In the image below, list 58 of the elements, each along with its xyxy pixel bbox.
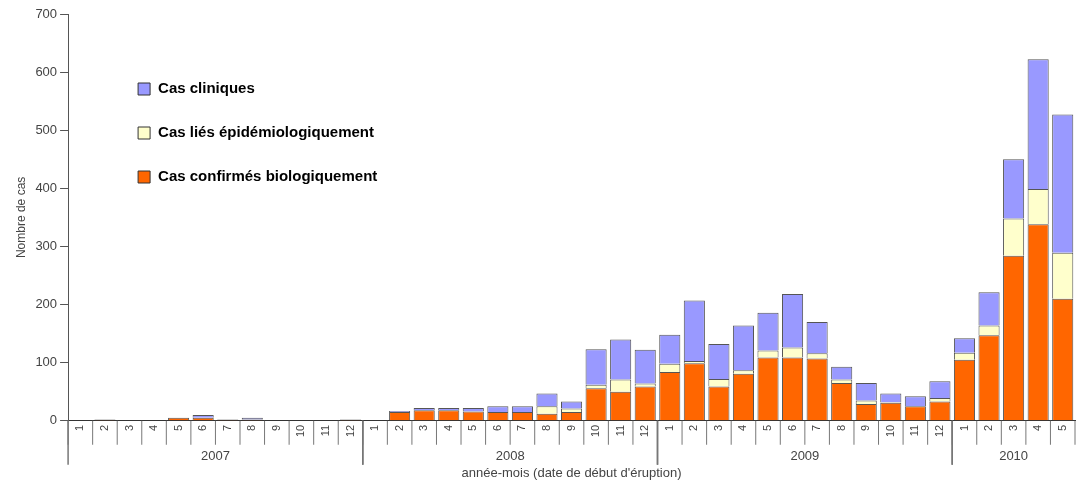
x-tick-label: 11 <box>613 424 626 437</box>
y-tick-label: 500 <box>35 121 58 137</box>
x-tick-label: 8 <box>245 424 258 431</box>
y-axis-title: Nombre de cas <box>13 176 28 259</box>
x-tick-label: 2 <box>687 424 700 431</box>
x-tick-label: 3 <box>122 424 135 431</box>
x-tick-label: 3 <box>417 424 430 431</box>
x-tick-label: 5 <box>1055 424 1068 431</box>
x-tick-label: 7 <box>220 424 233 431</box>
x-tick-label: 2 <box>392 424 405 431</box>
x-tick-label: 10 <box>589 424 602 438</box>
x-tick-label: 4 <box>736 424 749 431</box>
x-tick-label: 6 <box>490 424 503 431</box>
x-tick-label: 10 <box>883 424 896 438</box>
x-axis-title: année-mois (date de début d'éruption) <box>461 464 682 480</box>
x-tick-label: 1 <box>368 424 381 431</box>
x-tick-label: 3 <box>1006 424 1019 431</box>
x-tick-label: 12 <box>343 424 356 438</box>
x-tick-label: 9 <box>269 424 282 431</box>
x-tick-label: 6 <box>785 424 798 431</box>
x-tick-label: 4 <box>1031 424 1044 431</box>
legend-label: Cas liés épidémiologiquement <box>158 123 374 141</box>
x-tick-label: 4 <box>147 424 160 431</box>
x-tick-label: 5 <box>761 424 774 431</box>
x-tick-label: 11 <box>908 424 921 437</box>
x-tick-label: 7 <box>810 424 823 431</box>
x-tick-label: 3 <box>711 424 724 431</box>
y-tick-label: 0 <box>49 412 58 428</box>
x-tick-label: 1 <box>73 424 86 431</box>
x-tick-label: 7 <box>515 424 528 431</box>
x-tick-label: 8 <box>834 424 847 431</box>
x-tick-label: 5 <box>466 424 479 431</box>
x-tick-label: 1 <box>957 424 970 431</box>
x-tick-label: 4 <box>441 424 454 431</box>
legend-label: Cas confirmés biologiquement <box>158 167 378 185</box>
y-tick-label: 400 <box>35 179 58 195</box>
x-tick-label: 1 <box>662 424 675 431</box>
y-tick-label: 600 <box>35 63 58 79</box>
x-tick-label: 11 <box>318 424 331 437</box>
text: 2010 <box>999 448 1029 464</box>
x-tick-label: 12 <box>638 424 651 438</box>
x-tick-label: 12 <box>932 424 945 438</box>
text: 2009 <box>790 448 820 464</box>
x-tick-label: 2 <box>97 424 110 431</box>
x-tick-label: 2 <box>982 424 995 431</box>
x-tick-label: 5 <box>171 424 184 431</box>
x-tick-label: 8 <box>540 424 553 431</box>
legend-label: Cas cliniques <box>158 79 255 97</box>
x-tick-label: 10 <box>294 424 307 438</box>
y-tick-label: 300 <box>35 238 58 254</box>
y-tick-label: 200 <box>35 296 58 312</box>
y-tick-label: 100 <box>35 354 58 370</box>
y-tick-label: 700 <box>35 5 58 21</box>
text: 2008 <box>495 448 525 464</box>
x-tick-label: 9 <box>564 424 577 431</box>
text: 2007 <box>200 448 230 464</box>
x-tick-label: 6 <box>196 424 209 431</box>
x-tick-label: 9 <box>859 424 872 431</box>
